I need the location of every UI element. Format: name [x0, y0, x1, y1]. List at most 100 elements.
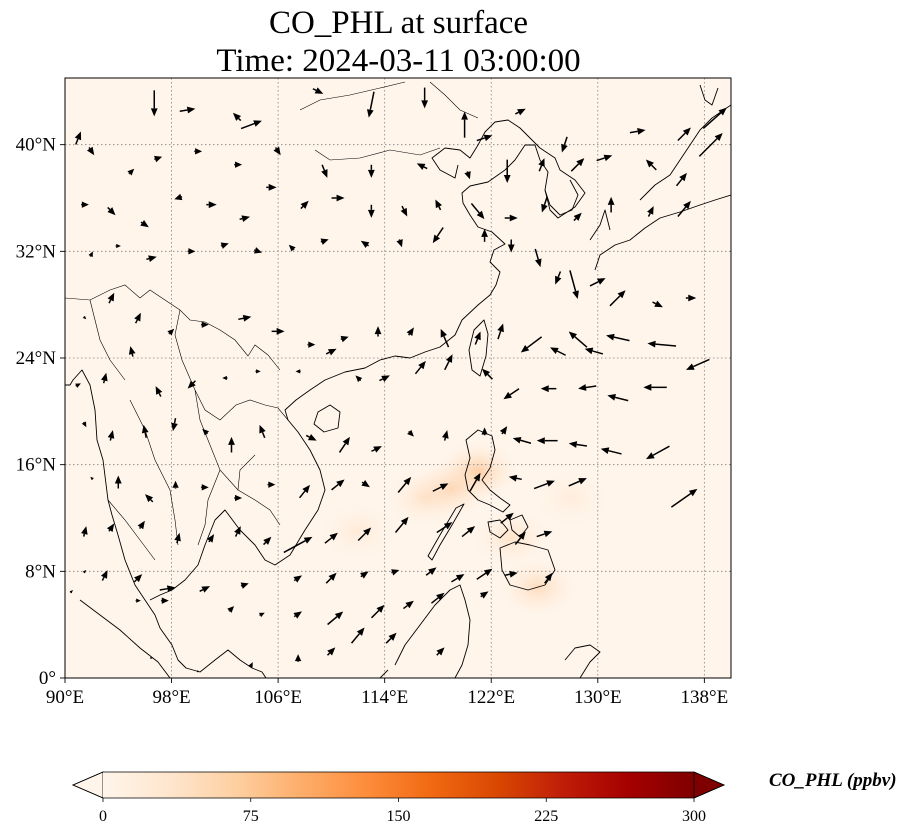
wind-arrow [555, 271, 562, 285]
wind-arrow-head [88, 251, 93, 258]
wind-arrow-head [220, 242, 229, 249]
wind-arrow-head [483, 134, 493, 142]
coastline-palawan [427, 503, 465, 561]
wind-arrow-shaft [238, 117, 242, 122]
wind-arrow-head [81, 421, 87, 428]
wind-arrow [295, 369, 301, 374]
wind-arrow-shaft [480, 595, 483, 598]
wind-arrow-head [329, 532, 338, 541]
wind-arrow-head [253, 120, 262, 127]
wind-arrow-shaft [516, 477, 522, 481]
wind-arrow [647, 340, 677, 348]
wind-arrow [293, 575, 302, 583]
coastline-mainland-asia [65, 119, 586, 678]
wind-arrow-shaft [609, 295, 621, 307]
wind-arrow-head [505, 512, 514, 521]
wind-arrow-head [303, 536, 313, 544]
wind-arrow-shaft [350, 633, 360, 644]
wind-arrow-shaft [533, 482, 548, 490]
wind-arrow-head [416, 163, 426, 171]
wind-arrow [248, 662, 253, 668]
wind-arrow-head [263, 536, 272, 545]
wind-arrow-shaft [385, 637, 392, 644]
wind-arrow-head [482, 368, 491, 377]
wind-arrow-head [406, 327, 414, 336]
wind-arrow-shaft [423, 166, 428, 170]
wind-arrow-head [259, 424, 266, 434]
wind-arrow-head [499, 426, 508, 435]
wind-arrow [127, 168, 135, 176]
wind-arrow-shaft [536, 533, 545, 538]
wind-arrow [146, 255, 157, 262]
wind-arrow [569, 270, 579, 299]
wind-arrow-head [248, 662, 253, 668]
coastline-hainan [313, 404, 341, 433]
wind-arrow-head [538, 158, 545, 167]
wind-arrow-head [366, 109, 374, 118]
wind-arrow [259, 424, 266, 439]
wind-arrow-shaft [576, 443, 588, 447]
wind-arrow [534, 248, 542, 268]
wind-arrow [107, 430, 115, 441]
wind-arrow-head [407, 429, 414, 437]
wind-arrow [294, 654, 302, 662]
wind-arrow-head [584, 347, 594, 355]
wind-arrow [476, 134, 493, 142]
wind-arrow-head [232, 112, 241, 121]
wind-arrow-shaft [159, 587, 168, 591]
wind-arrow [107, 292, 115, 304]
wind-arrow-head [445, 354, 453, 363]
wind-arrow-shaft [361, 481, 364, 484]
wind-arrow-shaft [206, 432, 208, 435]
wind-arrow-shaft [403, 604, 408, 610]
wind-arrow-head [617, 290, 626, 299]
wind-arrow [107, 206, 116, 216]
wind-arrow [255, 369, 261, 374]
wind-arrow [561, 136, 568, 153]
wind-arrow [340, 335, 349, 343]
wind-arrow-head [340, 335, 349, 343]
wind-arrow [589, 278, 606, 287]
wind-arrow-head [442, 430, 449, 439]
map-frame [64, 77, 732, 679]
wind-arrow-shaft [234, 532, 238, 537]
wind-arrow [298, 484, 310, 499]
wind-arrow-shaft [670, 492, 692, 508]
wind-arrow-shaft [331, 483, 339, 491]
wind-arrow [267, 481, 276, 488]
wind-arrow-head [428, 567, 437, 575]
wind-arrow-head [405, 600, 414, 609]
wind-arrow-head [367, 169, 375, 178]
wind-arrow-shaft [397, 482, 407, 493]
wind-arrow [253, 247, 263, 254]
wind-arrow [391, 569, 400, 576]
wind-arrow-head [145, 494, 154, 503]
wind-arrow [357, 527, 372, 542]
wind-arrow [273, 146, 281, 156]
wind-arrow-head [497, 323, 504, 333]
wind-arrow [150, 656, 153, 660]
wind-arrow [196, 670, 200, 673]
wind-arrow-head [342, 436, 350, 446]
wind-arrow-shaft [325, 351, 330, 355]
wind-arrow-head [576, 158, 585, 167]
wind-arrow-shaft [470, 203, 480, 214]
wind-arrow [538, 158, 545, 172]
wind-arrow-shaft [168, 332, 171, 335]
wind-arrow-shaft [469, 479, 478, 492]
wind-arrow-shaft [652, 445, 670, 456]
wind-arrow-head [234, 526, 241, 535]
wind-arrow [263, 536, 272, 546]
wind-arrow-shaft [360, 575, 363, 578]
wind-arrow-head [388, 632, 397, 641]
wind-arrow-shaft [461, 530, 470, 538]
lat-tick-label: 8°N [25, 561, 56, 582]
wind-arrow-head [596, 278, 606, 285]
wind-arrow-head [268, 481, 276, 488]
lon-tick-label: 138°E [681, 687, 729, 708]
wind-arrow-shaft [325, 577, 332, 584]
wind-arrow [327, 611, 344, 626]
wind-arrow [568, 331, 588, 348]
wind-arrow-head [107, 292, 115, 302]
